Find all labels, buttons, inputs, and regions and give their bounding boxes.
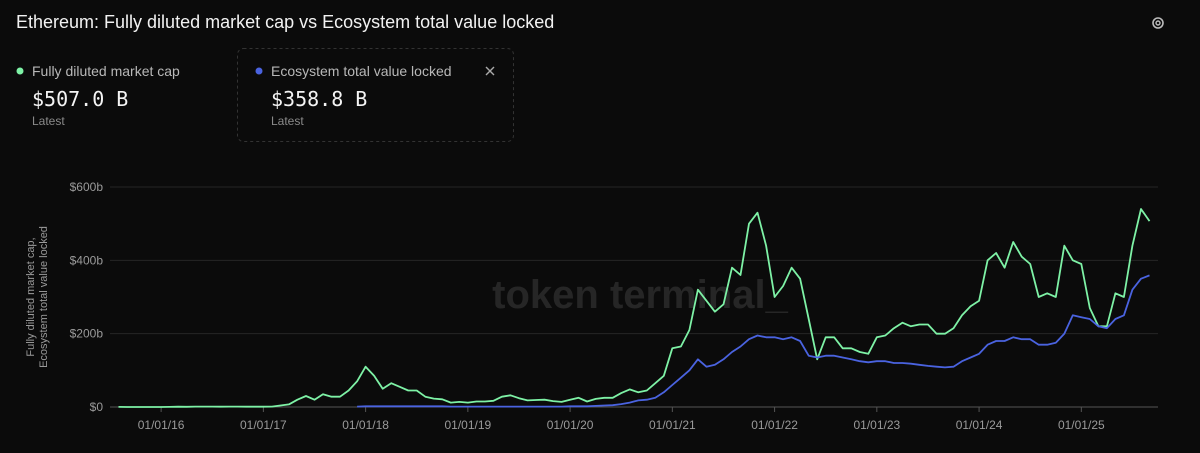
close-icon[interactable] xyxy=(485,66,495,76)
legend-label: Ecosystem total value locked xyxy=(271,63,452,79)
series-line xyxy=(118,208,1151,408)
y-tick-label: $400b xyxy=(70,253,104,267)
legend-dot xyxy=(255,67,263,75)
x-tick-label: 01/01/24 xyxy=(956,418,1003,432)
legend-dot xyxy=(16,67,24,75)
y-tick-label: $0 xyxy=(90,400,104,414)
x-tick-label: 01/01/22 xyxy=(751,418,798,432)
y-axis-label: Fully diluted market cap, xyxy=(25,237,37,356)
series-line xyxy=(357,274,1150,408)
settings-icon[interactable] xyxy=(1152,17,1164,29)
latest-value: $507.0 B xyxy=(32,87,128,111)
x-tick-label: 01/01/18 xyxy=(342,418,389,432)
x-tick-label: 01/01/21 xyxy=(649,418,696,432)
latest-caption: Latest xyxy=(32,114,65,128)
legend-label: Fully diluted market cap xyxy=(32,63,180,79)
x-tick-label: 01/01/25 xyxy=(1058,418,1105,432)
latest-caption: Latest xyxy=(271,114,304,128)
watermark: token terminal_ xyxy=(492,273,788,317)
y-tick-label: $200b xyxy=(70,327,104,341)
latest-value: $358.8 B xyxy=(271,87,367,111)
x-tick-label: 01/01/16 xyxy=(138,418,185,432)
x-tick-label: 01/01/23 xyxy=(853,418,900,432)
legend-selected-box xyxy=(237,48,514,142)
x-tick-label: 01/01/17 xyxy=(240,418,287,432)
x-tick-label: 01/01/19 xyxy=(444,418,491,432)
chart-title: Ethereum: Fully diluted market cap vs Ec… xyxy=(16,12,554,32)
y-tick-label: $600b xyxy=(70,180,104,194)
x-tick-label: 01/01/20 xyxy=(547,418,594,432)
y-axis-label: Ecosystem total value locked xyxy=(38,226,50,368)
